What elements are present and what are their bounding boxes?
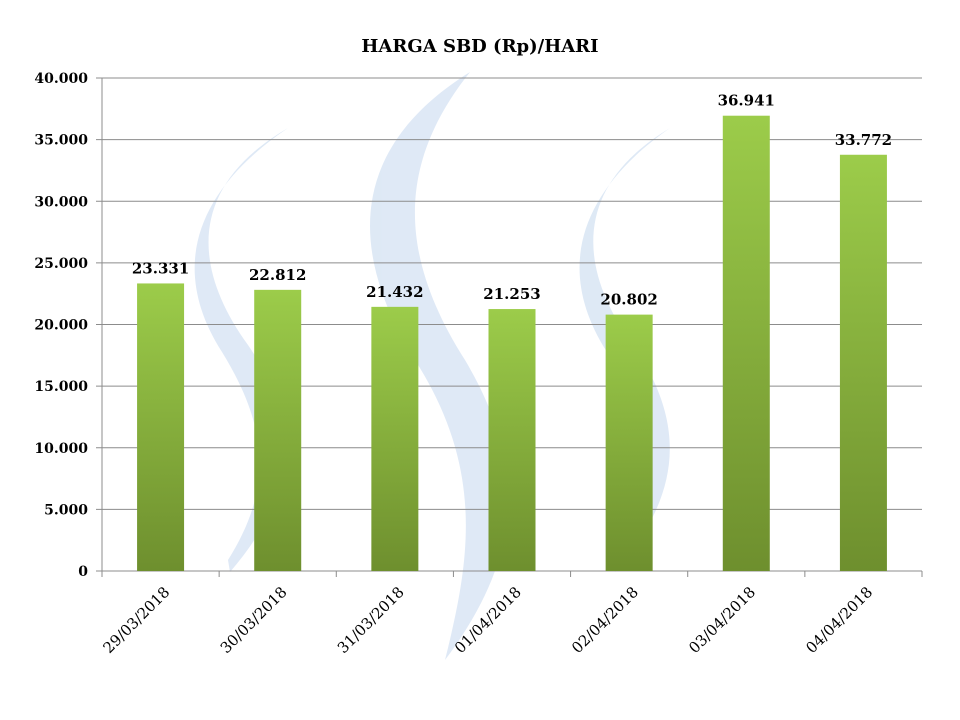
bar	[371, 306, 419, 571]
bar	[137, 283, 185, 571]
x-tick-label: 03/04/2018	[685, 583, 759, 657]
x-tick-label: 04/04/2018	[802, 583, 876, 657]
y-tick-label: 5.000	[44, 502, 88, 518]
chart-title: HARGA SBD (Rp)/HARI	[361, 36, 598, 57]
data-label: 22.812	[249, 266, 306, 284]
y-tick-label: 15.000	[34, 379, 88, 395]
watermark-wave-center	[369, 72, 509, 660]
bar	[605, 314, 653, 571]
data-label: 21.432	[366, 283, 423, 301]
y-tick-label: 35.000	[34, 133, 88, 149]
x-tick-label: 30/03/2018	[217, 583, 291, 657]
data-label: 20.802	[600, 291, 657, 309]
x-tick-labels: 29/03/2018 30/03/2018 31/03/2018 01/04/2018…	[100, 583, 877, 657]
data-label: 33.772	[835, 131, 892, 149]
y-tick-label: 20.000	[34, 318, 88, 334]
x-tick-label: 02/04/2018	[568, 583, 642, 657]
data-label: 23.331	[132, 259, 189, 277]
y-tick-label: 10.000	[34, 441, 88, 457]
data-label: 21.253	[483, 285, 540, 303]
bar	[488, 309, 536, 571]
bar	[722, 115, 770, 571]
data-label: 36.941	[718, 92, 775, 110]
bar	[839, 154, 887, 571]
y-tick-label: 0	[78, 564, 88, 580]
y-tick-labels: 0 5.000 10.000 15.000 20.000 25.000 30.000 35.0…	[34, 71, 88, 580]
data-labels: 23.331 22.812 21.432 21.253 20.802 36.941 33.7…	[132, 92, 892, 309]
gridlines	[102, 77, 922, 510]
bars	[137, 115, 887, 571]
y-tick-label: 30.000	[34, 194, 88, 210]
x-tick-label: 29/03/2018	[100, 583, 174, 657]
y-tick-label: 25.000	[34, 256, 88, 272]
y-tick-label: 40.000	[34, 71, 88, 87]
x-tick-label: 31/03/2018	[334, 583, 408, 657]
bar	[254, 289, 302, 571]
